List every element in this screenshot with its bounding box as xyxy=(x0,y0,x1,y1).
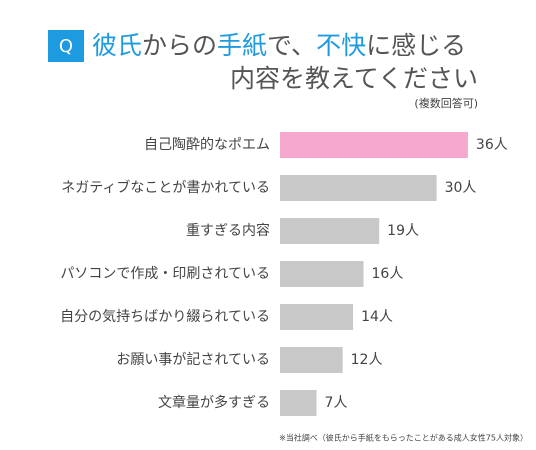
title-segment: 彼氏 xyxy=(92,31,142,60)
category-label: 自分の気持ちばかり綴られている xyxy=(60,309,270,325)
bar xyxy=(280,261,364,287)
title-segment: からの xyxy=(142,31,217,60)
category-label: 文章量が多すぎる xyxy=(158,394,270,411)
category-label: 自己陶酔的なポエム xyxy=(144,137,270,153)
value-label: 14人 xyxy=(361,309,393,325)
bar xyxy=(280,132,468,158)
badge-box xyxy=(48,30,84,62)
title-segment: で、 xyxy=(267,31,316,60)
title-segment: 内容を教えてください xyxy=(230,64,478,93)
value-label: 36人 xyxy=(476,137,508,153)
title-segment: に感じる xyxy=(366,31,466,60)
bar xyxy=(280,304,354,330)
value-label: 30人 xyxy=(445,180,477,196)
badge: Q xyxy=(59,36,73,57)
value-label: 16人 xyxy=(372,266,404,282)
title-line: 彼氏からの手紙で、不快に感じる xyxy=(92,31,466,60)
category-label: 重すぎる内容 xyxy=(186,222,270,239)
value-label: 7人 xyxy=(325,395,348,411)
bar xyxy=(280,218,380,244)
bar xyxy=(280,347,343,373)
category-label: ネガティブなことが書かれている xyxy=(61,179,270,196)
subtitle: (複数回答可) xyxy=(414,96,478,110)
category-label: パソコンで作成・印刷されている xyxy=(60,266,270,282)
value-label: 12人 xyxy=(351,352,383,368)
bar xyxy=(280,175,437,201)
title-segment: 手紙 xyxy=(217,31,267,60)
value-label: 19人 xyxy=(387,223,419,239)
footnote: ※当社調べ（彼氏から手紙をもらったことがある成人女性75人対象） xyxy=(279,433,528,443)
bar xyxy=(280,390,317,416)
category-label: お願い事が記されている xyxy=(116,351,270,368)
title-segment: 不快 xyxy=(316,31,366,60)
title-line: 内容を教えてください xyxy=(230,64,478,93)
